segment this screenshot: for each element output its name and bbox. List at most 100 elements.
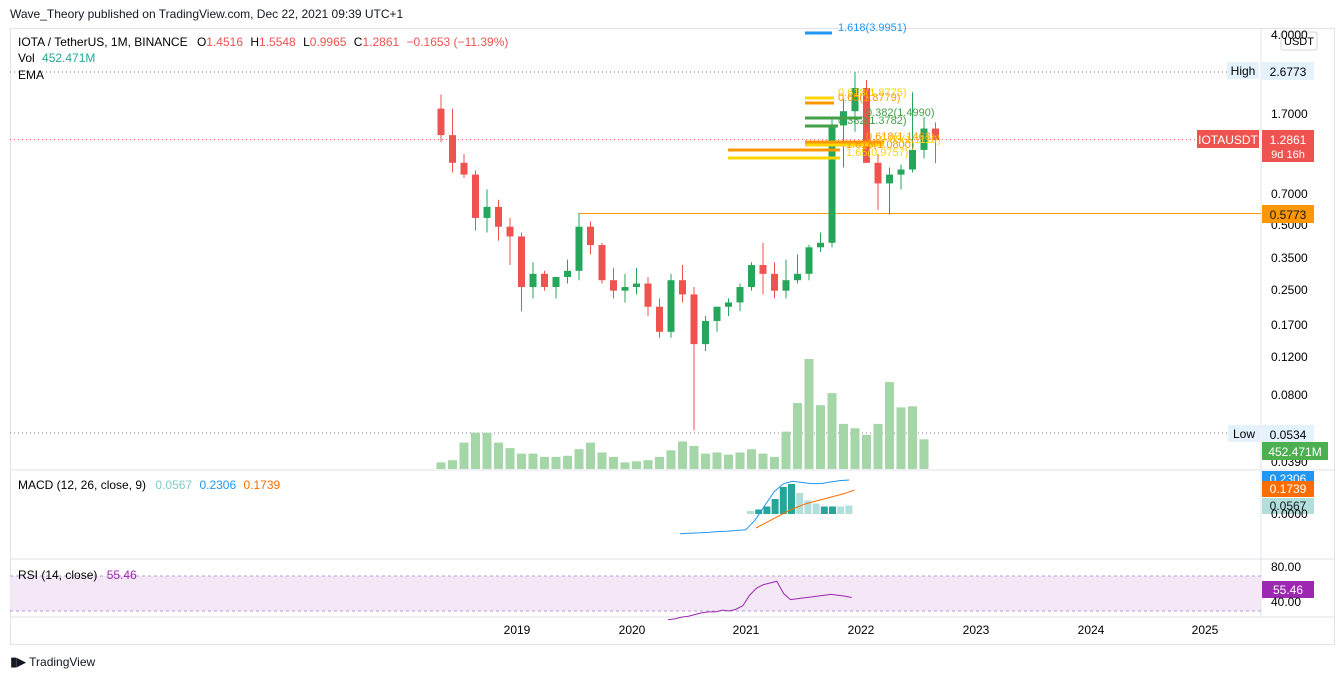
- low-value: 0.0534: [1270, 428, 1307, 442]
- candle-body[interactable]: [771, 273, 778, 291]
- volume-tag-value: 452.471M: [1268, 445, 1321, 459]
- candle-body[interactable]: [667, 280, 675, 332]
- candle-body[interactable]: [506, 226, 514, 237]
- candle-body[interactable]: [828, 125, 836, 243]
- price-tick: 0.2500: [1271, 283, 1308, 297]
- candle-body[interactable]: [863, 88, 870, 163]
- macd-hist-bar: [837, 506, 845, 514]
- candle-body[interactable]: [794, 273, 801, 281]
- candle-body[interactable]: [610, 280, 617, 291]
- candle-body[interactable]: [518, 236, 525, 288]
- legend-row: IOTA / TetherUS, 1M, BINANCE O1.4516 H1.…: [18, 35, 508, 49]
- volume-bar: [919, 439, 929, 469]
- volume-bar: [908, 406, 917, 469]
- candle-body[interactable]: [886, 174, 893, 184]
- currency-button[interactable]: [1280, 31, 1318, 51]
- volume-bar: [609, 456, 618, 469]
- macd-signal-value: 0.1739: [243, 478, 280, 492]
- hline-tag-box: [1262, 205, 1314, 223]
- candle-body[interactable]: [598, 245, 606, 281]
- candle-body[interactable]: [909, 149, 916, 170]
- macd-hist-bar: [755, 509, 763, 514]
- candle-body[interactable]: [552, 276, 560, 288]
- candle-body[interactable]: [679, 280, 686, 295]
- candle-body[interactable]: [805, 247, 813, 274]
- candle-body[interactable]: [920, 128, 928, 150]
- candle-body[interactable]: [656, 306, 663, 332]
- volume-bar: [563, 455, 572, 469]
- candle-body[interactable]: [449, 135, 456, 163]
- time-tick: 2025: [1192, 623, 1219, 637]
- price-tick: 0.0800: [1271, 388, 1308, 402]
- macd-macd-value: 0.2306: [199, 478, 236, 492]
- volume-bar: [505, 448, 515, 469]
- candle-body[interactable]: [633, 283, 640, 288]
- macd-hist-value: 0.0567: [155, 478, 192, 492]
- candle-body[interactable]: [851, 88, 859, 112]
- candle-body[interactable]: [495, 206, 502, 227]
- candle-body[interactable]: [437, 108, 445, 136]
- price-tag-value: 1.2861: [1270, 133, 1307, 147]
- candle-body[interactable]: [529, 273, 537, 288]
- candle-body[interactable]: [472, 174, 479, 218]
- volume-bar: [678, 441, 687, 469]
- signal-line: [755, 489, 855, 529]
- volume-bar: [827, 393, 837, 469]
- rsi-axis-value: 55.46: [1273, 583, 1303, 597]
- rsi-band: [10, 576, 1261, 611]
- candle-body[interactable]: [575, 226, 583, 271]
- candle-body[interactable]: [644, 283, 652, 307]
- volume-bar: [620, 462, 630, 469]
- volume-bar: [781, 431, 791, 469]
- rsi-axis-tag: [1262, 581, 1314, 598]
- candle-body[interactable]: [748, 265, 755, 288]
- legend-c-label: C: [354, 35, 363, 49]
- macd-hist-bar: [812, 503, 820, 514]
- macd-hist-bar: [829, 506, 836, 514]
- candle-body[interactable]: [897, 169, 905, 175]
- candle-body[interactable]: [932, 128, 939, 140]
- legend-ema: EMA: [18, 68, 44, 82]
- candle-body[interactable]: [874, 162, 882, 184]
- time-tick: 2020: [619, 623, 646, 637]
- volume-bar: [448, 460, 457, 469]
- candle-body[interactable]: [564, 270, 571, 277]
- candle-body[interactable]: [713, 306, 721, 321]
- legend-change: −0.1653 (−11.39%): [407, 35, 509, 49]
- candle-body[interactable]: [690, 294, 698, 345]
- candle-body[interactable]: [587, 226, 594, 246]
- volume-bar: [701, 453, 710, 469]
- macd-label: MACD (12, 26, close, 9): [18, 478, 146, 492]
- volume-bar: [459, 442, 469, 469]
- fib-label: 0.618(1.1468): [866, 131, 935, 143]
- legend-l-value: 0.9965: [310, 35, 347, 49]
- high-label: High: [1231, 64, 1256, 78]
- candle-body[interactable]: [621, 287, 629, 291]
- time-tick: 2023: [963, 623, 990, 637]
- candle-body[interactable]: [736, 287, 744, 303]
- time-tick: 2019: [504, 623, 531, 637]
- high-label-box: [1227, 62, 1259, 79]
- candle-body[interactable]: [759, 265, 767, 274]
- volume-tag-box: [1262, 442, 1328, 460]
- symbol-tag-box: [1197, 130, 1259, 148]
- candle-body[interactable]: [460, 162, 468, 175]
- volume-bar: [804, 359, 814, 469]
- candle-body[interactable]: [541, 273, 548, 288]
- macd-hist-bar: [779, 487, 787, 514]
- candle-body[interactable]: [483, 206, 491, 218]
- time-tick: 2022: [848, 623, 875, 637]
- macd-axis-zero: 0.0000: [1271, 507, 1308, 521]
- candle-body[interactable]: [702, 320, 709, 345]
- legend-o-value: 1.4516: [206, 35, 243, 49]
- fib-label: 1.65(0.9757): [846, 147, 908, 159]
- candle-body[interactable]: [782, 280, 790, 291]
- fib-label: 0.65(1.1110): [880, 134, 941, 146]
- publish-info: Wave_Theory published on TradingView.com…: [10, 7, 404, 21]
- macd-hist-bar: [747, 511, 754, 514]
- candle-body[interactable]: [725, 302, 732, 307]
- time-tick: 2024: [1078, 623, 1105, 637]
- rsi-legend: RSI (14, close) 55.46: [18, 568, 137, 582]
- candle-body[interactable]: [817, 242, 824, 248]
